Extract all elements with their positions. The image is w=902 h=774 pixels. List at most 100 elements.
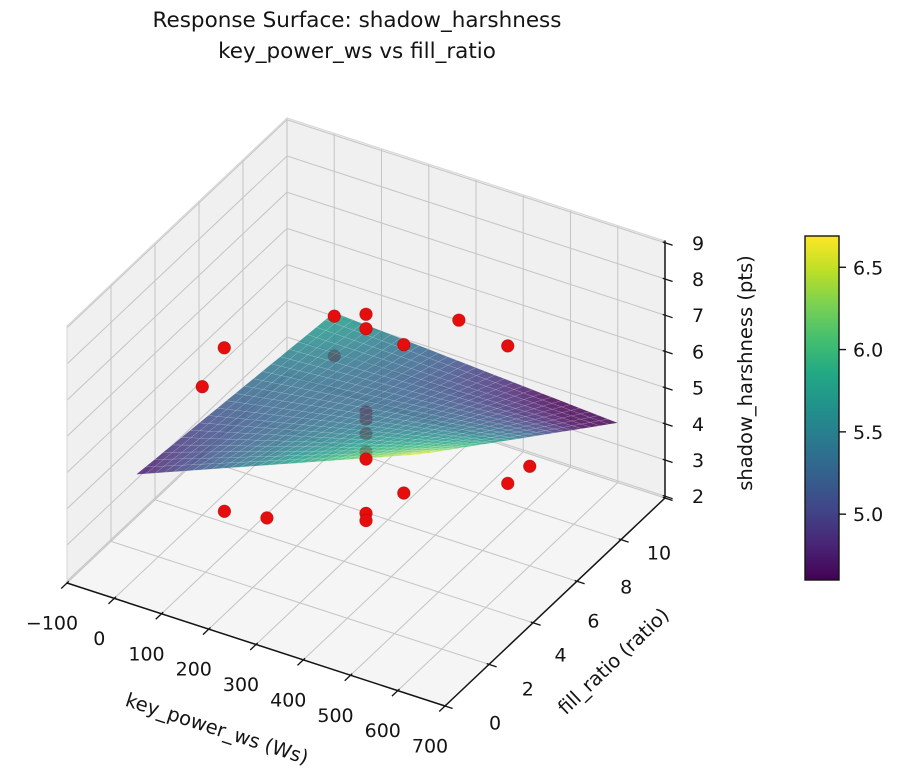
scatter-point xyxy=(359,307,373,321)
z-tick-mark xyxy=(662,277,673,283)
surface-cell xyxy=(572,423,591,429)
grid-line xyxy=(286,155,666,280)
y-tick-mark xyxy=(662,496,673,502)
scatter-point xyxy=(397,338,411,352)
surface-cell xyxy=(419,451,438,454)
plot-title-line2: key_power_ws vs fill_ratio xyxy=(218,39,496,64)
scatter-point xyxy=(217,341,231,355)
y-tick-label: 4 xyxy=(555,645,567,667)
x-tick-mark xyxy=(344,673,353,682)
x-tick-label: 600 xyxy=(365,720,401,742)
y-tick-label: 2 xyxy=(522,679,534,701)
scatter-point xyxy=(523,459,537,473)
grid-line xyxy=(286,264,666,389)
y-tick-mark xyxy=(530,621,541,626)
x-tick-mark xyxy=(60,580,70,589)
scatter-point xyxy=(327,309,341,323)
scatter-point xyxy=(359,513,373,528)
scatter-points xyxy=(195,307,537,528)
z-axis-label: shadow_harshness (pts) xyxy=(734,255,757,491)
surface-cell xyxy=(455,445,474,448)
x-tick-label: 200 xyxy=(176,659,212,681)
grid-line xyxy=(350,466,571,676)
plot-3d-scene: −100010020030040050060070002468102345678… xyxy=(26,116,704,758)
z-tick-mark xyxy=(662,350,673,355)
grid-line xyxy=(66,336,288,546)
grid-line xyxy=(66,300,288,510)
y-tick-mark xyxy=(442,704,453,710)
grid-line xyxy=(66,119,288,329)
x-tick-label: 400 xyxy=(270,689,306,711)
colorbar-tick-label: 5.0 xyxy=(853,504,883,526)
grid-line xyxy=(397,482,619,692)
x-tick-mark xyxy=(391,688,400,697)
z-tick-label: 5 xyxy=(692,378,704,400)
x-tick-mark xyxy=(297,657,306,666)
y-tick-mark xyxy=(618,538,629,543)
y-axis-spine xyxy=(444,497,666,707)
surface-cell xyxy=(473,441,492,445)
grid-line xyxy=(66,264,288,473)
plot-title-line1: Response Surface: shadow_harshness xyxy=(153,8,562,33)
x-tick-mark xyxy=(202,627,211,636)
surface-cell xyxy=(428,449,447,453)
scatter-point xyxy=(359,322,373,336)
grid-line xyxy=(66,155,288,365)
z-tick-label: 2 xyxy=(692,486,704,508)
surface-cell xyxy=(589,420,610,427)
x-tick-label: 300 xyxy=(223,674,259,696)
grid-line xyxy=(286,119,666,244)
y-tick-label: 6 xyxy=(587,611,599,633)
grid-line xyxy=(66,228,288,437)
scatter-point xyxy=(260,511,274,525)
z-tick-label: 8 xyxy=(692,269,704,291)
grid-line xyxy=(255,436,477,645)
scatter-point xyxy=(397,486,411,500)
y-tick-label: 0 xyxy=(489,713,501,735)
surface-cell xyxy=(410,452,429,456)
surface-cell xyxy=(554,427,573,432)
z-tick-mark xyxy=(662,386,673,391)
z-tick-label: 3 xyxy=(692,450,704,472)
x-tick-label: 500 xyxy=(317,705,353,727)
x-tick-label: 0 xyxy=(93,628,105,650)
scatter-point xyxy=(501,476,515,491)
z-tick-mark xyxy=(662,458,673,464)
surface-cell xyxy=(437,448,456,451)
z-tick-label: 4 xyxy=(692,414,704,436)
grid-line xyxy=(198,457,578,582)
z-tick-label: 9 xyxy=(692,233,704,255)
scatter-point xyxy=(452,313,466,327)
surface-cell xyxy=(536,430,555,435)
scatter-point xyxy=(217,504,232,518)
grid-line xyxy=(302,451,524,661)
grid-line xyxy=(154,499,534,624)
grid-line xyxy=(286,227,666,352)
grid-line xyxy=(110,540,490,665)
colorbar-tick-label: 5.5 xyxy=(853,422,883,444)
x-tick-mark xyxy=(108,596,117,605)
x-tick-label: 700 xyxy=(412,736,448,758)
box-edge xyxy=(286,117,666,242)
y-tick-mark xyxy=(486,663,497,668)
colorbar: 5.0 5.5 6.0 6.5 xyxy=(804,235,883,581)
box-edge xyxy=(66,117,288,327)
surface-cell xyxy=(518,433,537,438)
z-tick-label: 6 xyxy=(692,341,704,363)
z-tick-mark xyxy=(662,313,673,319)
y-tick-mark xyxy=(574,579,585,585)
scatter-point xyxy=(501,339,515,353)
grid-line xyxy=(286,191,666,316)
z-tick-mark xyxy=(662,494,673,500)
x-tick-mark xyxy=(249,642,259,651)
colorbar-outline xyxy=(804,235,840,581)
colorbar-tick-label: 6.5 xyxy=(853,257,883,279)
scatter-point xyxy=(195,380,209,394)
surface-cell xyxy=(500,436,519,441)
surface-cell xyxy=(491,438,510,442)
z-tick-label: 7 xyxy=(692,305,704,327)
colorbar-tick-label: 6.0 xyxy=(853,340,883,362)
y-tick-label: 10 xyxy=(647,543,671,565)
